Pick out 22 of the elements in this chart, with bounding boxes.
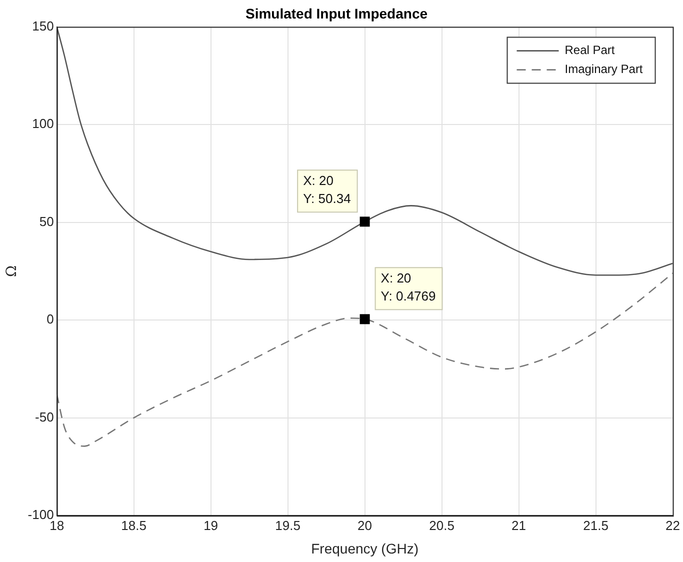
- y-tick-label: 0: [46, 312, 54, 327]
- chart-title: Simulated Input Impedance: [245, 5, 428, 22]
- y-tick-label: 150: [32, 18, 54, 34]
- y-tick-label: -50: [35, 409, 54, 424]
- annotation: X: 20 Y: 0.4769: [380, 270, 436, 304]
- x-tick-label: 19.5: [275, 518, 300, 533]
- x-axis-title: Frequency (GHz): [311, 540, 418, 556]
- x-tick-label: 18.5: [121, 518, 146, 533]
- x-tick-label: 22: [666, 518, 680, 533]
- legend-label: Real Part: [564, 43, 616, 58]
- y-tick-label: -100: [28, 507, 54, 522]
- y-tick-label: 100: [32, 116, 54, 132]
- x-tick-label: 20.5: [429, 518, 454, 533]
- line-series: [56, 272, 673, 447]
- y-axis-title: Ω: [4, 265, 20, 278]
- x-tick-label: 19: [204, 518, 218, 533]
- x-tick-label: 21: [512, 518, 526, 533]
- legend-label: Imaginary Part: [564, 62, 644, 76]
- annotation: X: 20 Y: 50.34: [303, 173, 351, 206]
- x-tick-label: 21.5: [583, 518, 608, 533]
- x-tick-label: 20: [358, 518, 372, 533]
- y-tick-label: 50: [39, 214, 54, 229]
